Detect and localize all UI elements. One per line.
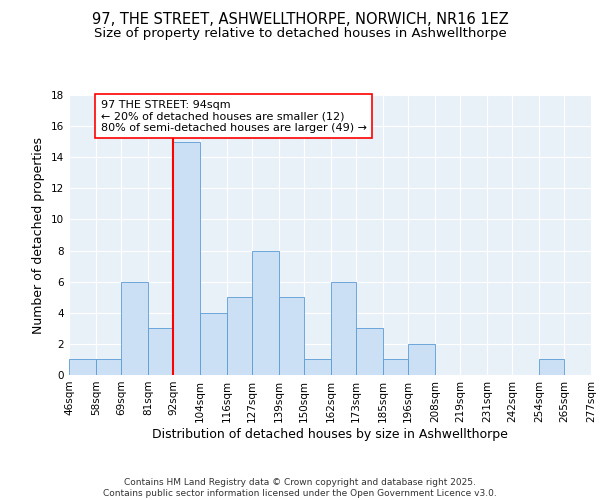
Bar [200, 313, 227, 375]
Bar [356, 328, 383, 375]
Bar [227, 297, 252, 375]
Text: Size of property relative to detached houses in Ashwellthorpe: Size of property relative to detached ho… [94, 28, 506, 40]
Bar [591, 360, 600, 375]
Bar [539, 360, 564, 375]
Bar [69, 360, 96, 375]
Bar [279, 297, 304, 375]
Bar [173, 142, 200, 375]
Text: 97, THE STREET, ASHWELLTHORPE, NORWICH, NR16 1EZ: 97, THE STREET, ASHWELLTHORPE, NORWICH, … [92, 12, 508, 28]
Text: Contains HM Land Registry data © Crown copyright and database right 2025.
Contai: Contains HM Land Registry data © Crown c… [103, 478, 497, 498]
Bar [383, 360, 408, 375]
X-axis label: Distribution of detached houses by size in Ashwellthorpe: Distribution of detached houses by size … [152, 428, 508, 440]
Text: 97 THE STREET: 94sqm
← 20% of detached houses are smaller (12)
80% of semi-detac: 97 THE STREET: 94sqm ← 20% of detached h… [101, 100, 367, 133]
Bar [252, 250, 279, 375]
Bar [408, 344, 435, 375]
Bar [121, 282, 148, 375]
Bar [148, 328, 173, 375]
Bar [304, 360, 331, 375]
Bar [331, 282, 356, 375]
Y-axis label: Number of detached properties: Number of detached properties [32, 136, 46, 334]
Bar [96, 360, 121, 375]
